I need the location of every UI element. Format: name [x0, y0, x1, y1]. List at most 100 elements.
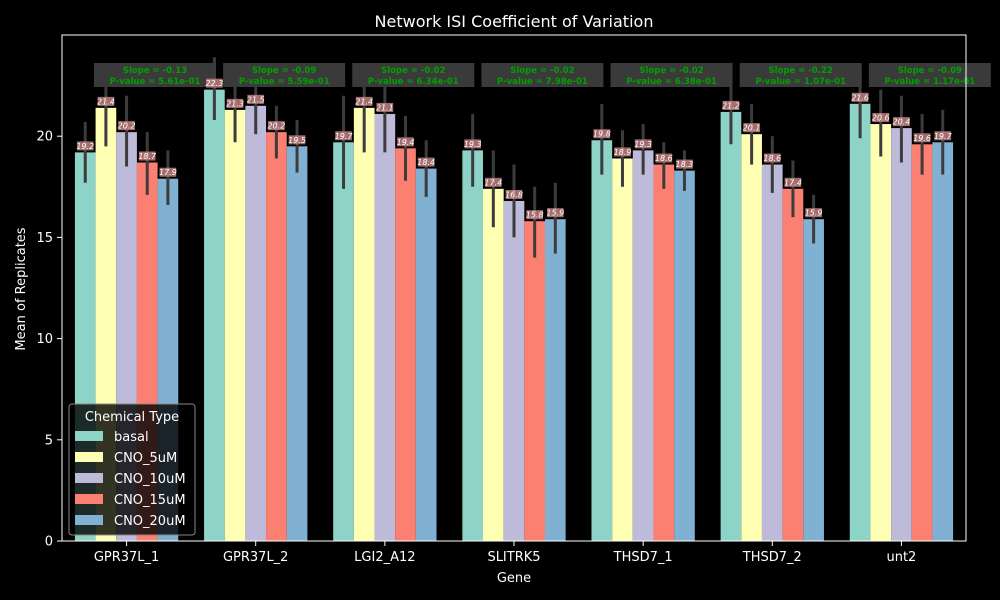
value-label: 18.6 [655, 154, 673, 163]
value-label: 18.9 [614, 148, 632, 157]
value-label: 21.1 [376, 103, 394, 112]
value-label: 18.7 [138, 152, 157, 161]
annotation-box [610, 63, 733, 87]
value-label-box [655, 153, 673, 163]
legend-swatch [75, 431, 103, 441]
bar [374, 113, 396, 541]
axes-frame [61, 34, 967, 542]
value-label-box [76, 141, 94, 151]
value-label-box [247, 94, 265, 104]
value-label: 20.1 [743, 124, 761, 133]
value-label: 20.4 [893, 118, 911, 127]
value-label-box [118, 121, 135, 131]
bar [224, 109, 246, 541]
x-tick-label: GPR37L_2 [223, 550, 289, 565]
value-label: 18.4 [417, 158, 435, 167]
annotation-pvalue: P-value = 1.17e-01 [884, 77, 975, 87]
value-label-box [355, 96, 373, 106]
value-label-box [784, 177, 802, 187]
value-label-box [872, 113, 890, 123]
annotation-slope: Slope = -0.09 [898, 66, 962, 76]
bar [503, 200, 525, 541]
value-label: 19.8 [593, 130, 611, 139]
bar [462, 150, 484, 542]
x-tick-label: GPR37L_1 [94, 550, 160, 565]
legend-swatch [75, 515, 103, 525]
value-label: 17.9 [159, 168, 177, 177]
legend-entry: basal [114, 430, 149, 445]
value-label-box [288, 135, 306, 145]
value-label-box [743, 123, 760, 133]
value-label: 15.8 [526, 211, 544, 220]
value-label-box [206, 78, 223, 88]
legend-entry: CNO_20uM [114, 514, 186, 529]
annotation-slope: Slope = -0.02 [510, 66, 574, 76]
value-label: 19.3 [634, 140, 652, 149]
value-label: 17.4 [484, 178, 502, 187]
value-label: 19.6 [913, 134, 931, 143]
legend-entry: CNO_15uM [114, 493, 186, 508]
legend: Chemical Type basal CNO_5uM CNO_10uM CNO_15u… [68, 403, 196, 536]
value-label-box [851, 92, 869, 102]
bar [803, 219, 824, 541]
legend-swatch [75, 452, 103, 462]
value-label-box [934, 131, 952, 141]
value-label-box [505, 189, 523, 199]
bar [353, 107, 375, 541]
value-label-box [335, 131, 352, 141]
annotation-slope: Slope = -0.02 [381, 66, 445, 76]
bar [544, 219, 566, 541]
value-label-box [722, 100, 740, 110]
annotation-pvalue: P-value = 5.59e-01 [239, 77, 330, 87]
bar [333, 142, 354, 541]
bar [632, 150, 654, 542]
bar [524, 221, 545, 541]
bar [870, 124, 892, 541]
bar [286, 146, 308, 541]
annotation-pvalue: P-value = 5.61e-01 [110, 77, 201, 87]
bar [483, 188, 504, 541]
annotation-slope: Slope = -0.13 [123, 66, 187, 76]
value-label-box [634, 139, 652, 149]
annotation-box [481, 63, 604, 87]
annotation-box [739, 63, 862, 87]
bar [591, 140, 613, 542]
bar [612, 158, 633, 542]
value-label-box [159, 167, 177, 177]
value-label: 17.4 [784, 178, 802, 187]
annotation-slope: Slope = -0.22 [769, 66, 833, 76]
y-axis-label: Mean of Replicates [14, 227, 29, 350]
value-label: 19.2 [76, 142, 94, 151]
bar [911, 144, 933, 541]
annotation-box [223, 63, 346, 87]
value-label-box [676, 159, 693, 169]
legend-swatch [75, 494, 103, 504]
value-label: 21.5 [247, 95, 265, 104]
value-label-box [763, 153, 781, 163]
bar [782, 188, 804, 541]
x-tick-label: SLITRK5 [487, 550, 540, 565]
value-label: 15.9 [805, 209, 823, 218]
bar [849, 103, 871, 541]
y-tick-label: 15 [36, 231, 53, 246]
value-label: 19.4 [397, 138, 415, 147]
y-tick-label: 20 [36, 130, 53, 145]
annotation-pvalue: P-value = 6.38e-01 [626, 77, 717, 87]
value-label-box [614, 147, 631, 157]
bar [415, 168, 437, 542]
bar [720, 111, 742, 542]
value-label-box [485, 177, 502, 187]
value-label-box [464, 139, 482, 149]
bar [204, 89, 225, 541]
value-label-box [138, 151, 156, 161]
annotation-box [352, 63, 475, 87]
value-label: 19.5 [288, 136, 306, 145]
value-label-box [546, 208, 564, 218]
annotation-pvalue: P-value = 7.98e-01 [497, 77, 588, 87]
annotation-box [93, 63, 216, 87]
value-label-box [893, 117, 910, 127]
value-label: 22.3 [205, 79, 223, 88]
value-label: 20.2 [267, 122, 285, 131]
bar [653, 164, 675, 541]
